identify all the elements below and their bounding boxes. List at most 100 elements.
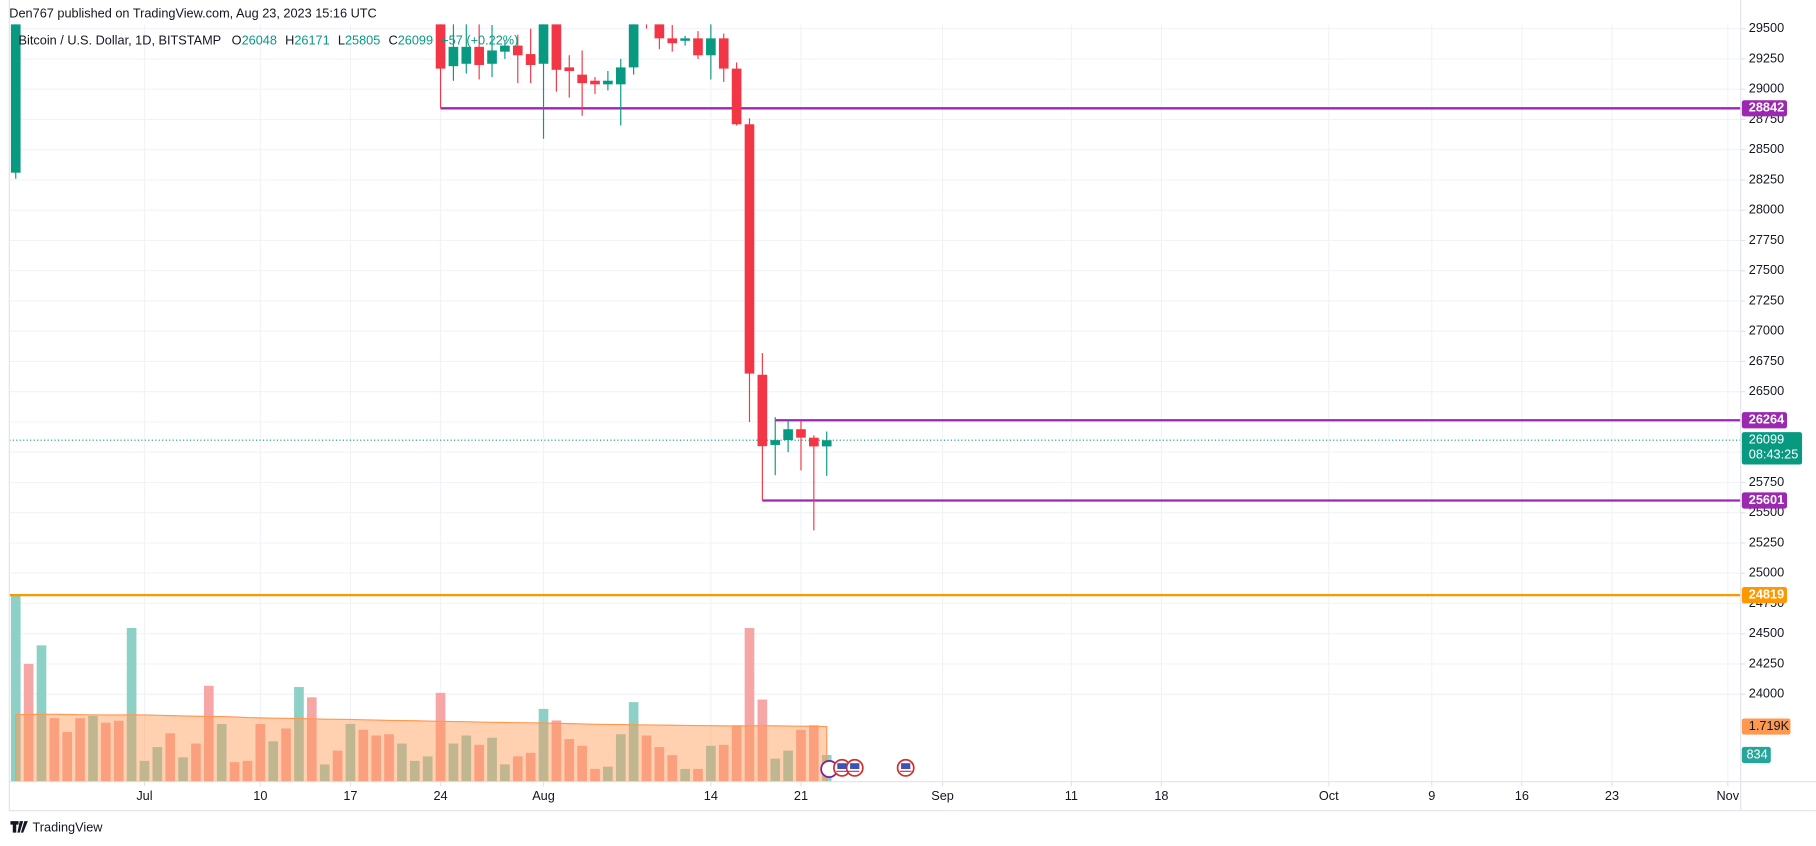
volume-bar [126,627,137,782]
volume-bar [204,685,214,782]
volume-bar [294,687,304,782]
candle-body [731,68,742,125]
x-tick-label: 23 [1605,788,1619,803]
volume-bar [306,697,317,782]
countdown: 08:43:25 [1749,447,1799,462]
y-tick-label: 25750 [1749,474,1784,489]
volume-bar [62,731,73,782]
volume-bar [113,720,124,782]
volume-bar [538,708,549,782]
candle-body [809,437,819,447]
y-tick-label: 28000 [1749,202,1784,217]
level-tag [1741,100,1788,117]
x-tick-label: 9 [1428,788,1435,803]
x-tick-label: 18 [1154,788,1168,803]
y-tick-label: 24500 [1749,625,1784,640]
level-tag [1741,587,1788,604]
volume-label: 834 [1746,746,1767,761]
volume-ma-label: 1.719K [1749,718,1790,733]
volume-bar [680,768,690,782]
volume-bar [809,725,819,782]
volume-bar [281,728,291,782]
candle-body [744,124,755,374]
candle-body [564,67,575,72]
brand-name: TradingView [32,819,103,834]
ohlc-prefix: L [338,33,345,48]
y-tick-label: 28250 [1749,171,1784,186]
candle-body [500,45,510,52]
volume-bar [23,663,34,782]
volume-bar [165,733,176,782]
flag-part [837,763,847,769]
y-tick-label: 24250 [1749,655,1784,670]
volume-bar [757,699,768,782]
ohlc-prefix: O [232,33,242,48]
volume-bar [101,722,111,782]
volume-bar [590,768,600,782]
change: +57 (+0.22%) [441,33,518,48]
volume-bar [783,750,793,782]
ohlc-prefix: C [389,33,398,48]
volume-bar [564,739,575,782]
volume-bar [448,743,459,782]
volume-bar [88,715,98,782]
volume-bar [706,745,716,782]
x-tick-label: 17 [343,788,357,803]
volume-bar [268,741,279,782]
x-tick-label: Sep [931,788,954,803]
volume-pane [10,594,832,782]
candle-body [628,24,639,68]
x-tick-label: Oct [1319,788,1339,803]
candle-body [615,67,626,85]
volume-bar [229,762,240,782]
volume-bar [577,745,587,782]
candle-body [461,46,472,64]
x-tick-label: Aug [532,788,555,803]
last-price-label: 26099 [1749,432,1784,447]
candle-body [487,50,497,64]
volume-bar [345,723,356,782]
candle-body [667,38,678,44]
candle-body [796,429,806,438]
level-tag-label: 26264 [1749,412,1784,427]
x-tick-label: 10 [253,788,267,803]
volume-bar [667,755,678,782]
candle-body [577,74,587,84]
volume-bar [384,734,394,782]
candle-body [448,46,459,67]
x-tick-label: Jul [136,788,152,803]
volume-bar [332,750,343,782]
y-tick-label: 29500 [1749,20,1784,35]
grid [9,24,1741,782]
symbol: Bitcoin / U.S. Dollar, 1D, BITSTAMP [19,33,222,48]
volume-bar [49,718,60,782]
volume-bar [487,737,497,782]
level-tag [1741,492,1788,509]
candle-body [538,24,549,64]
y-tick-label: 26500 [1749,383,1784,398]
last-price-tag [1741,432,1803,465]
volume-bar [615,734,626,782]
candle-body [654,24,665,39]
volume-bar [744,627,755,782]
x-tick-label: 14 [704,788,718,803]
legend: Bitcoin / U.S. Dollar, 1D, BITSTAMP O260… [19,33,519,48]
volume-bar [216,723,227,782]
volume-bar [371,735,382,782]
ohlc-value: 26171 [294,33,329,48]
volume-bar [75,718,85,782]
volume-bar [693,768,703,782]
ohlc-value: 26048 [242,33,277,48]
candle-body [770,440,781,445]
volume-bar [796,729,806,782]
candle-body [821,440,832,447]
candle-body [783,429,793,441]
volume-bar [435,692,446,782]
level-tag-label: 28842 [1749,100,1784,115]
levels [9,107,1741,597]
volume-bar [500,764,510,782]
volume-bar [770,758,781,782]
volume-bar [358,729,369,782]
level-tag-label: 24819 [1749,586,1784,601]
